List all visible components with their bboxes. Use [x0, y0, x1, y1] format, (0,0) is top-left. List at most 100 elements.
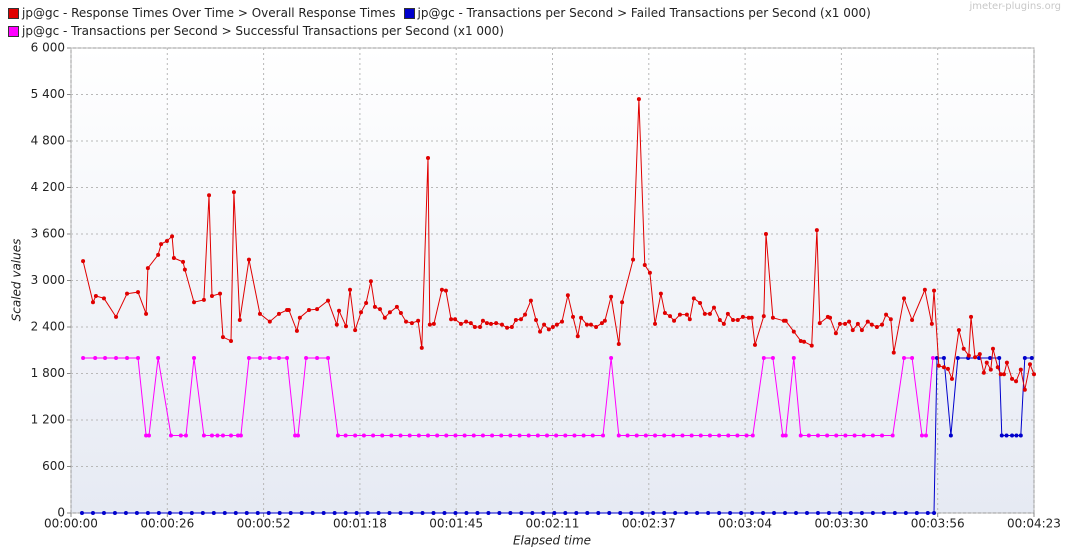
data-point [486, 511, 491, 515]
data-point [81, 356, 86, 360]
data-point [932, 288, 937, 293]
data-point [294, 328, 299, 333]
data-point [581, 433, 586, 438]
data-point [266, 511, 271, 515]
data-point [519, 317, 524, 322]
data-point [653, 433, 658, 438]
data-point [146, 433, 151, 438]
data-point [398, 511, 403, 515]
data-point [90, 511, 95, 515]
data-point [594, 325, 599, 329]
data-point [763, 232, 768, 236]
data-point [267, 319, 272, 324]
data-point [750, 433, 755, 438]
data-point [382, 315, 387, 320]
data-point [101, 511, 106, 515]
data-point [136, 290, 141, 295]
data-point [409, 511, 414, 515]
data-point [409, 321, 414, 326]
data-point [861, 433, 866, 438]
data-point [123, 511, 128, 515]
data-point [125, 291, 130, 296]
data-point [941, 365, 946, 370]
data-point [636, 97, 641, 102]
data-point [200, 511, 205, 515]
data-point [238, 433, 243, 438]
data-point [231, 190, 236, 195]
data-point [1001, 372, 1006, 377]
data-point [815, 433, 820, 438]
data-point [554, 433, 559, 438]
data-point [464, 319, 469, 324]
x-tick-label: 00:03:30 [814, 517, 868, 531]
data-point [380, 433, 385, 438]
data-point [850, 328, 855, 333]
data-point [791, 356, 796, 360]
data-point [398, 433, 403, 438]
y-tick-label: 2 400 [31, 320, 65, 334]
data-point [343, 511, 348, 515]
data-point [211, 511, 216, 515]
data-point [673, 511, 678, 515]
data-point [988, 356, 993, 360]
data-point [353, 433, 358, 438]
data-point [616, 342, 621, 347]
data-point [865, 319, 870, 324]
data-point [471, 433, 476, 438]
data-point [914, 511, 919, 515]
y-tick-label: 1 800 [31, 366, 65, 380]
data-point [837, 511, 842, 515]
data-point [640, 511, 645, 515]
data-point [257, 311, 262, 316]
legend-swatch [403, 7, 415, 19]
data-point [798, 338, 803, 343]
data-point [750, 511, 755, 515]
data-point [550, 325, 555, 329]
data-point [749, 315, 754, 320]
data-point [439, 287, 444, 292]
data-point [361, 433, 366, 438]
legend-label: jp@gc - Transactions per Second > Succes… [22, 24, 504, 38]
data-point [798, 433, 803, 438]
data-point [372, 304, 377, 309]
data-point [588, 322, 593, 327]
data-point [579, 315, 584, 320]
data-point [689, 433, 694, 438]
data-point [416, 318, 421, 323]
data-point [884, 312, 889, 317]
data-point [144, 311, 149, 316]
data-point [1014, 433, 1019, 438]
data-point [563, 433, 568, 438]
data-point [984, 360, 989, 365]
legend-swatch [8, 25, 19, 37]
data-point [990, 346, 995, 351]
data-point [426, 433, 431, 438]
data-point [246, 257, 251, 262]
data-point [435, 433, 440, 438]
x-tick-label: 00:03:04 [718, 517, 772, 531]
data-point [642, 263, 647, 267]
data-point [334, 322, 339, 327]
data-point [307, 307, 312, 312]
data-point [629, 511, 634, 515]
data-point [995, 365, 1000, 370]
data-point [343, 324, 348, 329]
data-point [420, 511, 425, 515]
data-point [825, 433, 830, 438]
data-point [276, 356, 281, 360]
data-point [955, 356, 960, 360]
data-point [354, 511, 359, 515]
y-tick-label: 600 [42, 459, 65, 473]
data-point [932, 511, 937, 515]
data-point [847, 319, 852, 324]
data-point [837, 321, 842, 326]
data-point [235, 433, 240, 438]
y-tick-label: 3 000 [31, 273, 65, 287]
data-point [726, 433, 731, 438]
data-point [335, 433, 340, 438]
data-point [735, 318, 740, 323]
data-point [387, 310, 392, 315]
series-line [82, 357, 1032, 514]
data-point [164, 238, 169, 243]
